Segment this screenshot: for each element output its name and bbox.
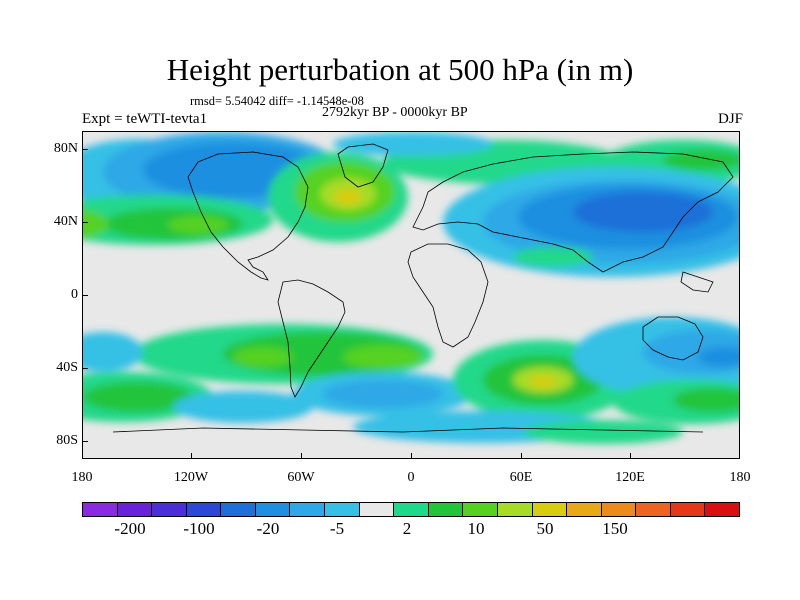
x-tick-label: 0 bbox=[407, 470, 415, 485]
x-tick-label: 180 bbox=[729, 470, 751, 485]
y-tick-label: 0 bbox=[71, 287, 78, 302]
colorbar-label: -100 bbox=[183, 519, 215, 538]
coastlines bbox=[112, 143, 734, 433]
colorbar-label: -5 bbox=[329, 519, 345, 538]
colorbar-swatch bbox=[670, 503, 706, 516]
contour-fill-layer bbox=[83, 132, 739, 444]
y-tick-label: 40S bbox=[56, 360, 78, 375]
colorbar-swatch bbox=[221, 503, 256, 516]
period-label: 2792kyr BP - 0000kyr BP bbox=[322, 105, 468, 120]
x-tick bbox=[411, 453, 412, 459]
colorbar-swatch bbox=[255, 503, 291, 516]
y-tick bbox=[82, 149, 88, 150]
colorbar-label: 2 bbox=[402, 519, 412, 538]
colorbar-label: -20 bbox=[256, 519, 280, 538]
colorbar-swatch bbox=[601, 503, 637, 516]
x-tick bbox=[301, 453, 302, 459]
colorbar-label: 50 bbox=[536, 519, 554, 538]
colorbar-swatch bbox=[117, 503, 153, 516]
x-tick bbox=[521, 453, 522, 459]
colorbar-label: 150 bbox=[602, 519, 628, 538]
x-tick bbox=[191, 453, 192, 459]
y-tick bbox=[82, 222, 88, 223]
colorbar-swatch bbox=[359, 503, 395, 516]
colorbar-swatch bbox=[497, 503, 533, 516]
y-tick bbox=[82, 441, 88, 442]
colorbar-swatch bbox=[463, 503, 498, 516]
colorbar-label: 10 bbox=[467, 519, 485, 538]
colorbar-swatch bbox=[290, 503, 326, 516]
map-panel bbox=[82, 131, 740, 459]
colorbar-swatch bbox=[325, 503, 360, 516]
x-tick-label: 120E bbox=[615, 470, 645, 485]
statistics-label: rmsd= 5.54042 diff= -1.14548e-08 bbox=[190, 94, 364, 108]
colorbar-swatch bbox=[705, 503, 739, 516]
colorbar-swatch bbox=[83, 503, 118, 516]
colorbar-swatch bbox=[636, 503, 671, 516]
colorbar-swatch bbox=[567, 503, 602, 516]
colorbar-swatch bbox=[532, 503, 568, 516]
season-label: DJF bbox=[717, 111, 743, 127]
colorbar-swatch bbox=[186, 503, 222, 516]
colorbar-swatch bbox=[394, 503, 429, 516]
colorbar bbox=[82, 502, 740, 517]
x-tick-label: 60W bbox=[287, 470, 315, 485]
colorbar-swatch bbox=[428, 503, 464, 516]
height-perturbation-map bbox=[83, 132, 739, 458]
y-tick-label: 80S bbox=[56, 433, 78, 448]
x-tick-label: 120W bbox=[173, 470, 209, 485]
x-tick-label: 60E bbox=[509, 470, 533, 485]
colorbar-swatch bbox=[152, 503, 187, 516]
y-tick bbox=[82, 368, 88, 369]
x-tick-label: 180 bbox=[71, 470, 93, 485]
y-tick bbox=[82, 295, 88, 296]
plot-title: Height perturbation at 500 hPa (in m) bbox=[166, 52, 634, 87]
experiment-label: Expt = teWTI-tevta1 bbox=[82, 111, 208, 127]
y-tick-label: 40N bbox=[53, 214, 78, 229]
x-tick bbox=[630, 453, 631, 459]
colorbar-label: -200 bbox=[114, 519, 146, 538]
y-tick-label: 80N bbox=[53, 141, 78, 156]
